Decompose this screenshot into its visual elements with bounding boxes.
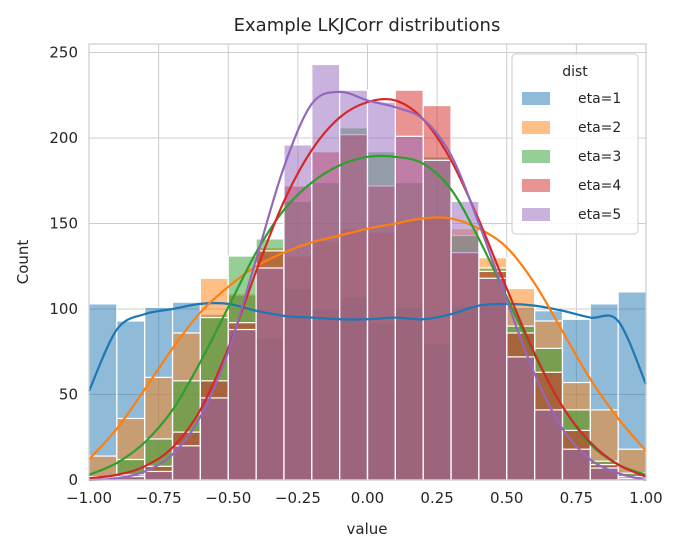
x-tick-label: 1.00 — [629, 489, 662, 507]
legend-label: eta=2 — [578, 120, 621, 136]
legend-label: eta=1 — [578, 91, 621, 107]
histogram-bar — [506, 356, 536, 481]
histogram-bar — [255, 267, 285, 481]
y-axis-ticks: 0 50 100 150 200 250 — [49, 44, 78, 489]
y-tick-label: 100 — [49, 300, 78, 318]
kde-line-eta-5 — [88, 90, 647, 482]
x-tick-label: −1.00 — [66, 489, 112, 507]
x-tick-label: 0.75 — [560, 489, 593, 507]
legend-swatch — [522, 150, 550, 163]
legend-title: dist — [562, 64, 588, 80]
legend-label: eta=5 — [578, 207, 621, 223]
kde-line-eta-1 — [87, 302, 648, 392]
histogram-bar — [561, 448, 591, 481]
x-axis-label: value — [347, 520, 388, 538]
y-tick-label: 0 — [68, 471, 78, 489]
legend-label: eta=4 — [578, 178, 621, 194]
plot-frame — [88, 43, 647, 481]
x-tick-label: −0.25 — [275, 489, 321, 507]
legend-swatch — [522, 121, 550, 134]
legend-swatch — [522, 92, 550, 105]
histogram-bar — [366, 101, 396, 481]
histogram-bar — [339, 89, 369, 481]
histogram-bar — [144, 470, 174, 481]
x-tick-label: −0.50 — [205, 489, 251, 507]
y-tick-label: 200 — [49, 129, 78, 147]
y-tick-label: 150 — [49, 215, 78, 233]
kde-line-eta-4 — [88, 97, 647, 480]
bar-group-eta-5 — [88, 63, 647, 481]
kde-curves — [87, 90, 648, 482]
histogram-bar — [311, 63, 341, 481]
x-tick-label: −0.75 — [136, 489, 182, 507]
x-tick-label: 0.00 — [351, 489, 384, 507]
plot-border — [88, 43, 647, 481]
legend: dist eta=1 eta=2 eta=3 eta=4 eta=5 — [511, 53, 639, 235]
y-axis-label: Count — [14, 240, 32, 285]
histogram-bar — [478, 277, 508, 481]
x-tick-label: 0.50 — [490, 489, 523, 507]
kde-line-eta-2 — [88, 216, 647, 461]
histogram-bar — [450, 200, 480, 481]
legend-label: eta=3 — [578, 149, 621, 165]
x-axis-ticks: −1.00 −0.75 −0.50 −0.25 0.00 0.25 0.50 0.75 1.00 — [66, 489, 663, 507]
histogram-bar — [589, 467, 619, 481]
y-tick-label: 250 — [49, 44, 78, 62]
histogram-bar — [283, 144, 313, 481]
y-tick-label: 50 — [59, 386, 78, 404]
legend-swatch — [522, 179, 550, 192]
x-tick-label: 0.25 — [420, 489, 453, 507]
legend-swatch — [522, 208, 550, 221]
histogram-bar — [227, 328, 257, 481]
chart-title: Example LKJCorr distributions — [234, 15, 501, 36]
histogram-bar — [394, 135, 424, 481]
histogram-bar — [422, 159, 452, 481]
